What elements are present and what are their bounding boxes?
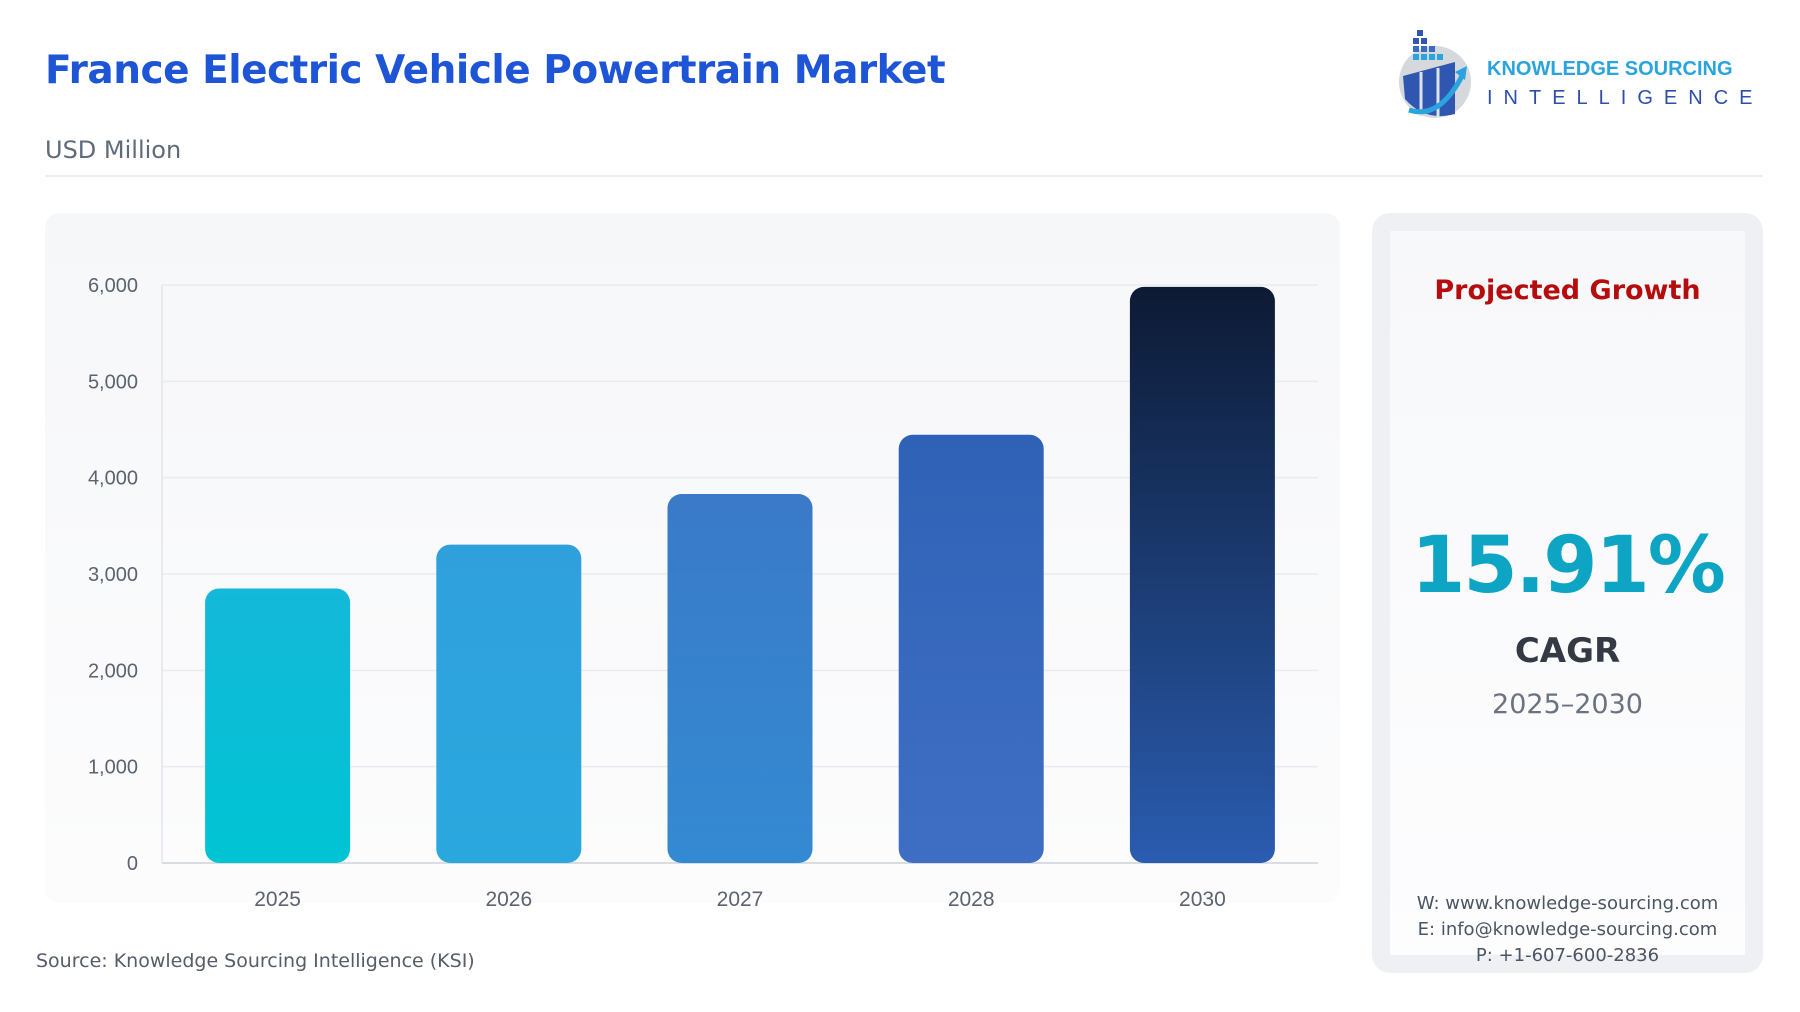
y-tick-label: 4,000 (88, 468, 138, 490)
bar-2030[interactable] (1129, 286, 1275, 864)
x-tick-label: 2025 (254, 888, 301, 911)
bar-2025[interactable] (205, 588, 351, 863)
unit-label: USD Million (45, 136, 182, 164)
website-link[interactable]: W: www.knowledge-sourcing.com (1416, 893, 1719, 914)
x-tick-label: 2026 (485, 888, 532, 911)
y-tick-label: 0 (127, 853, 138, 875)
y-tick-label: 5,000 (88, 371, 138, 393)
y-tick-label: 6,000 (88, 275, 138, 297)
y-tick-label: 1,000 (88, 757, 138, 779)
projected-growth-heading: Projected Growth (1434, 275, 1701, 306)
growth-panel: Projected Growth 15.91% CAGR 2025–2030 W… (1372, 213, 1763, 973)
logo-text-line1: KNOWLEDGE SOURCING (1487, 58, 1733, 80)
company-logo: KNOWLEDGE SOURCING INTELLIGENCE (1395, 24, 1795, 124)
bar-2027[interactable] (667, 494, 813, 863)
source-note: Source: Knowledge Sourcing Intelligence … (36, 950, 475, 972)
phone-number: P: +1-607-600-2836 (1475, 945, 1660, 966)
y-tick-label: 3,000 (88, 564, 138, 586)
cagr-label: CAGR (1514, 631, 1621, 671)
cagr-period: 2025–2030 (1492, 689, 1643, 720)
bar-chart: 0 1,000 2,000 3,000 4,000 5,000 6,000 2025 2026 2… (88, 275, 1318, 911)
page-title: France Electric Vehicle Powertrain Marke… (45, 48, 946, 93)
logo-text-line2: INTELLIGENCE (1487, 87, 1764, 109)
x-tick-label: 2030 (1179, 888, 1226, 911)
y-tick-label: 2,000 (88, 660, 138, 682)
divider (45, 175, 1763, 177)
email-link[interactable]: E: info@knowledge-sourcing.com (1417, 919, 1718, 940)
cagr-value: 15.91% (1411, 521, 1726, 611)
x-tick-label: 2028 (948, 888, 995, 911)
x-tick-label: 2027 (717, 888, 764, 911)
bar-2028[interactable] (898, 434, 1044, 863)
logo-icon (1399, 30, 1471, 118)
bar-2026[interactable] (436, 544, 582, 863)
